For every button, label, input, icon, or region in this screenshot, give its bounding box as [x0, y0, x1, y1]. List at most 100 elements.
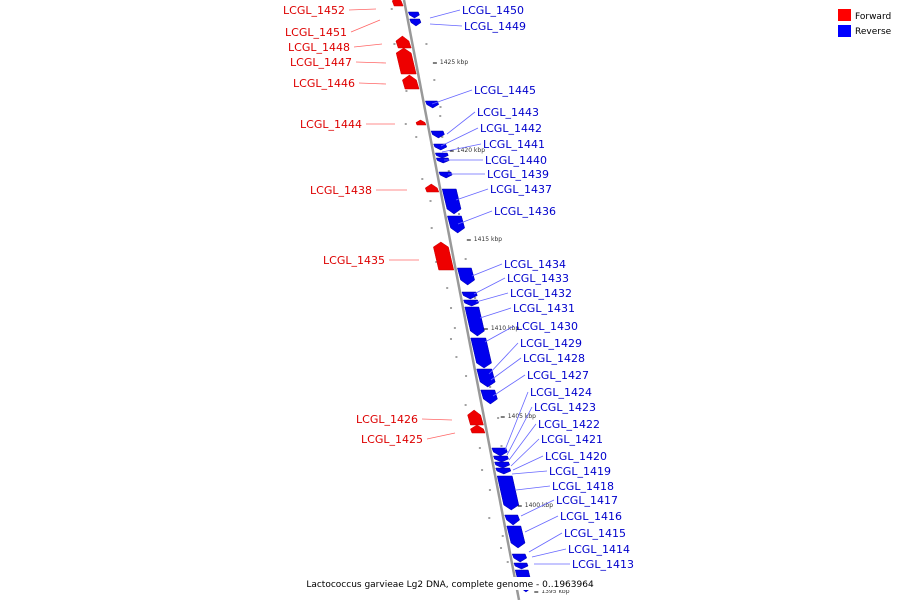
legend-forward-swatch — [838, 9, 851, 21]
forward-feature[interactable] — [424, 183, 440, 193]
reverse-feature[interactable] — [506, 525, 526, 549]
reverse-gene-label[interactable]: LCGL_1423 — [534, 401, 596, 414]
reverse-feature[interactable] — [407, 11, 420, 19]
reverse-label-connector — [471, 263, 503, 277]
forward-feature[interactable] — [470, 424, 486, 434]
reverse-gene-label[interactable]: LCGL_1430 — [516, 320, 578, 333]
reverse-feature[interactable] — [434, 152, 449, 159]
reverse-label-connector — [484, 325, 515, 343]
legend: Forward Reverse — [838, 9, 892, 37]
reverse-gene-label[interactable]: LCGL_1442 — [480, 122, 542, 135]
forward-feature[interactable] — [395, 47, 417, 75]
reverse-label-connector — [508, 423, 537, 461]
reverse-gene-label[interactable]: LCGL_1432 — [510, 287, 572, 300]
forward-feature[interactable] — [467, 409, 484, 426]
reverse-gene-label[interactable]: LCGL_1419 — [549, 465, 611, 478]
reverse-gene-label[interactable]: LCGL_1445 — [474, 84, 536, 97]
reverse-feature[interactable] — [480, 389, 498, 405]
forward-gene-label[interactable]: LCGL_1444 — [300, 118, 362, 131]
reverse-gene-label[interactable]: LCGL_1440 — [485, 154, 547, 167]
forward-feature[interactable] — [433, 241, 455, 271]
reverse-feature[interactable] — [495, 467, 512, 475]
reverse-label-connector — [441, 143, 482, 153]
reverse-label-connector — [431, 89, 473, 105]
forward-label-connector — [358, 82, 387, 85]
reverse-gene-label[interactable]: LCGL_1434 — [504, 258, 566, 271]
reverse-gene-label[interactable]: LCGL_1413 — [572, 558, 634, 571]
reverse-gene-label[interactable]: LCGL_1436 — [494, 205, 556, 218]
reverse-gene-label[interactable]: LCGL_1418 — [552, 480, 614, 493]
reverse-gene-label[interactable]: LCGL_1421 — [541, 433, 603, 446]
reverse-feature[interactable] — [447, 215, 465, 234]
reverse-features — [407, 11, 533, 593]
reverse-feature[interactable] — [457, 267, 475, 286]
forward-feature[interactable] — [402, 74, 420, 90]
reverse-feature[interactable] — [513, 562, 529, 570]
forward-gene-label[interactable]: LCGL_1425 — [361, 433, 423, 446]
reverse-gene-label[interactable]: LCGL_1431 — [513, 302, 575, 315]
scale-label: 1410 kbp — [491, 325, 519, 332]
reverse-gene-label[interactable]: LCGL_1424 — [530, 386, 592, 399]
reverse-gene-label[interactable]: LCGL_1450 — [462, 4, 524, 17]
forward-gene-label[interactable]: LCGL_1426 — [356, 413, 418, 426]
reverse-gene-label[interactable]: LCGL_1415 — [564, 527, 626, 540]
legend-forward-label: Forward — [855, 12, 891, 22]
reverse-feature[interactable] — [496, 475, 520, 511]
forward-feature[interactable] — [415, 119, 427, 126]
reverse-feature[interactable] — [511, 553, 528, 563]
reverse-gene-label[interactable]: LCGL_1417 — [556, 494, 618, 507]
forward-gene-label[interactable]: LCGL_1438 — [310, 184, 372, 197]
reverse-feature[interactable] — [504, 514, 520, 526]
reverse-feature[interactable] — [435, 157, 450, 164]
forward-gene-label[interactable]: LCGL_1447 — [290, 56, 352, 69]
scale-label: 1425 kbp — [440, 59, 468, 66]
reverse-feature[interactable] — [491, 447, 508, 457]
reverse-label-connector — [429, 23, 463, 27]
forward-gene-label[interactable]: LCGL_1448 — [288, 41, 350, 54]
reverse-label-connector — [528, 532, 563, 553]
reverse-gene-label[interactable]: LCGL_1416 — [560, 510, 622, 523]
reverse-feature[interactable] — [494, 461, 511, 469]
reverse-gene-label[interactable]: LCGL_1449 — [464, 20, 526, 33]
forward-gene-label[interactable]: LCGL_1435 — [323, 254, 385, 267]
reverse-feature[interactable] — [430, 130, 445, 139]
reverse-feature[interactable] — [438, 171, 453, 179]
reverse-gene-label[interactable]: LCGL_1429 — [520, 337, 582, 350]
legend-reverse-label: Reverse — [855, 27, 892, 37]
reverse-feature[interactable] — [464, 306, 485, 337]
reverse-gene-label[interactable]: LCGL_1437 — [490, 183, 552, 196]
reverse-gene-label[interactable]: LCGL_1439 — [487, 168, 549, 181]
reverse-label-connector — [492, 374, 526, 397]
reverse-gene-label[interactable]: LCGL_1414 — [568, 543, 630, 556]
forward-gene-label[interactable]: LCGL_1452 — [283, 4, 345, 17]
forward-gene-label[interactable]: LCGL_1451 — [285, 26, 347, 39]
reverse-label-connector — [429, 9, 461, 19]
forward-gene-labels: LCGL_1452 LCGL_1451 LCGL_1448 LCGL_1447 LCGL… — [283, 4, 456, 446]
reverse-gene-label[interactable]: LCGL_1420 — [545, 450, 607, 463]
reverse-feature[interactable] — [461, 291, 478, 300]
reverse-label-connector — [440, 127, 479, 147]
reverse-label-connector — [531, 548, 567, 558]
reverse-gene-label[interactable]: LCGL_1441 — [483, 138, 545, 151]
reverse-label-connector — [515, 485, 551, 491]
reverse-gene-label[interactable]: LCGL_1443 — [477, 106, 539, 119]
reverse-feature[interactable] — [463, 299, 479, 307]
forward-label-connector — [353, 43, 383, 48]
reverse-gene-label[interactable]: LCGL_1427 — [527, 369, 589, 382]
forward-feature[interactable] — [391, 0, 404, 7]
reverse-label-connector — [506, 406, 533, 456]
reverse-feature[interactable] — [476, 368, 496, 388]
forward-gene-label[interactable]: LCGL_1446 — [293, 77, 355, 90]
forward-label-connector — [348, 8, 377, 11]
reverse-feature[interactable] — [433, 143, 448, 151]
reverse-feature[interactable] — [441, 188, 462, 215]
forward-feature[interactable] — [395, 35, 412, 49]
reverse-gene-label[interactable]: LCGL_1433 — [507, 272, 569, 285]
reverse-gene-label[interactable]: LCGL_1428 — [523, 352, 585, 365]
reverse-feature[interactable] — [409, 18, 422, 27]
reverse-feature[interactable] — [470, 337, 492, 369]
reverse-feature[interactable] — [493, 455, 509, 463]
reverse-gene-label[interactable]: LCGL_1422 — [538, 418, 600, 431]
scale-label: 1400 kbp — [525, 502, 553, 509]
reverse-label-connector — [479, 307, 512, 319]
